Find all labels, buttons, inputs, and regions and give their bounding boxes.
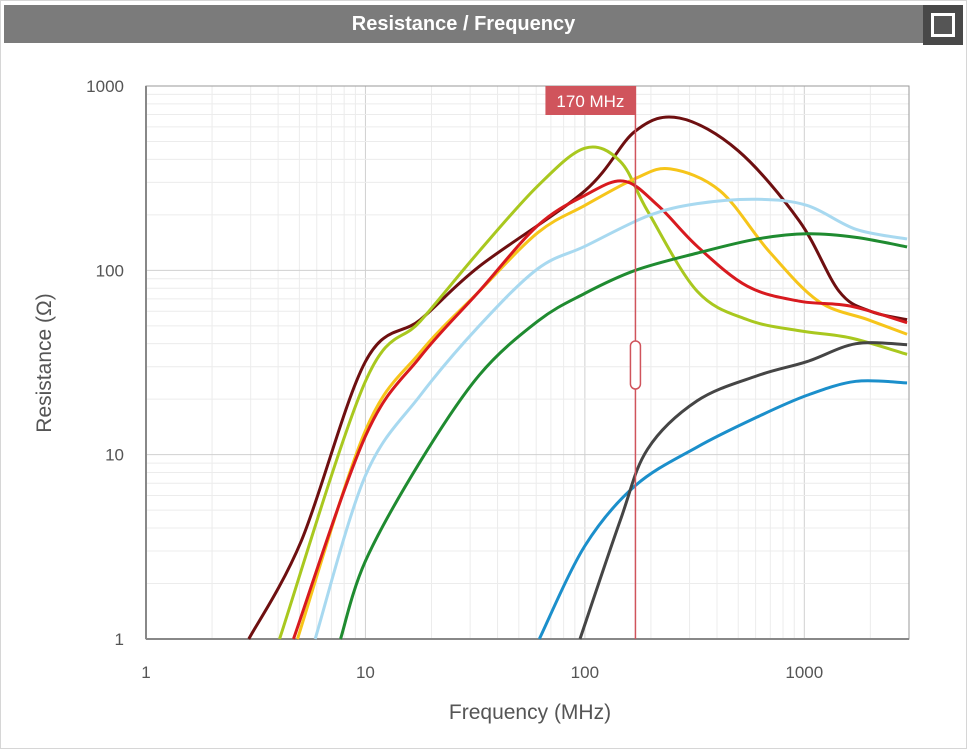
chart-title: Resistance / Frequency — [351, 13, 576, 35]
series-line-light-blue — [313, 197, 908, 640]
marker-label-box — [545, 86, 636, 115]
series-line-blue — [537, 379, 908, 640]
series-line-yellow — [296, 166, 908, 640]
x-axis-label: Frequency (MHz) — [449, 701, 611, 724]
x-tick-label: 100 — [571, 663, 599, 682]
marker-label: 170 MHz — [556, 92, 624, 111]
series-line-red — [292, 179, 908, 640]
square-icon — [931, 13, 955, 37]
marker-drag-handle[interactable] — [629, 340, 642, 390]
title-bar: Resistance / Frequency — [4, 5, 963, 45]
x-tick-label: 1 — [141, 663, 150, 682]
y-tick-label: 1 — [115, 630, 124, 649]
maximize-button[interactable] — [923, 5, 963, 45]
y-axis-label: Resistance (Ω) — [33, 293, 56, 432]
x-tick-label: 10 — [356, 663, 375, 682]
series-line-dark-red — [247, 115, 908, 640]
series-line-green — [339, 232, 908, 640]
series-line-dark-gray — [578, 341, 908, 640]
y-tick-label: 100 — [96, 261, 124, 280]
series-line-yellow-green — [278, 145, 908, 640]
y-tick-label: 1000 — [86, 77, 124, 96]
x-tick-label: 1000 — [785, 663, 823, 682]
y-tick-label: 10 — [105, 446, 124, 465]
